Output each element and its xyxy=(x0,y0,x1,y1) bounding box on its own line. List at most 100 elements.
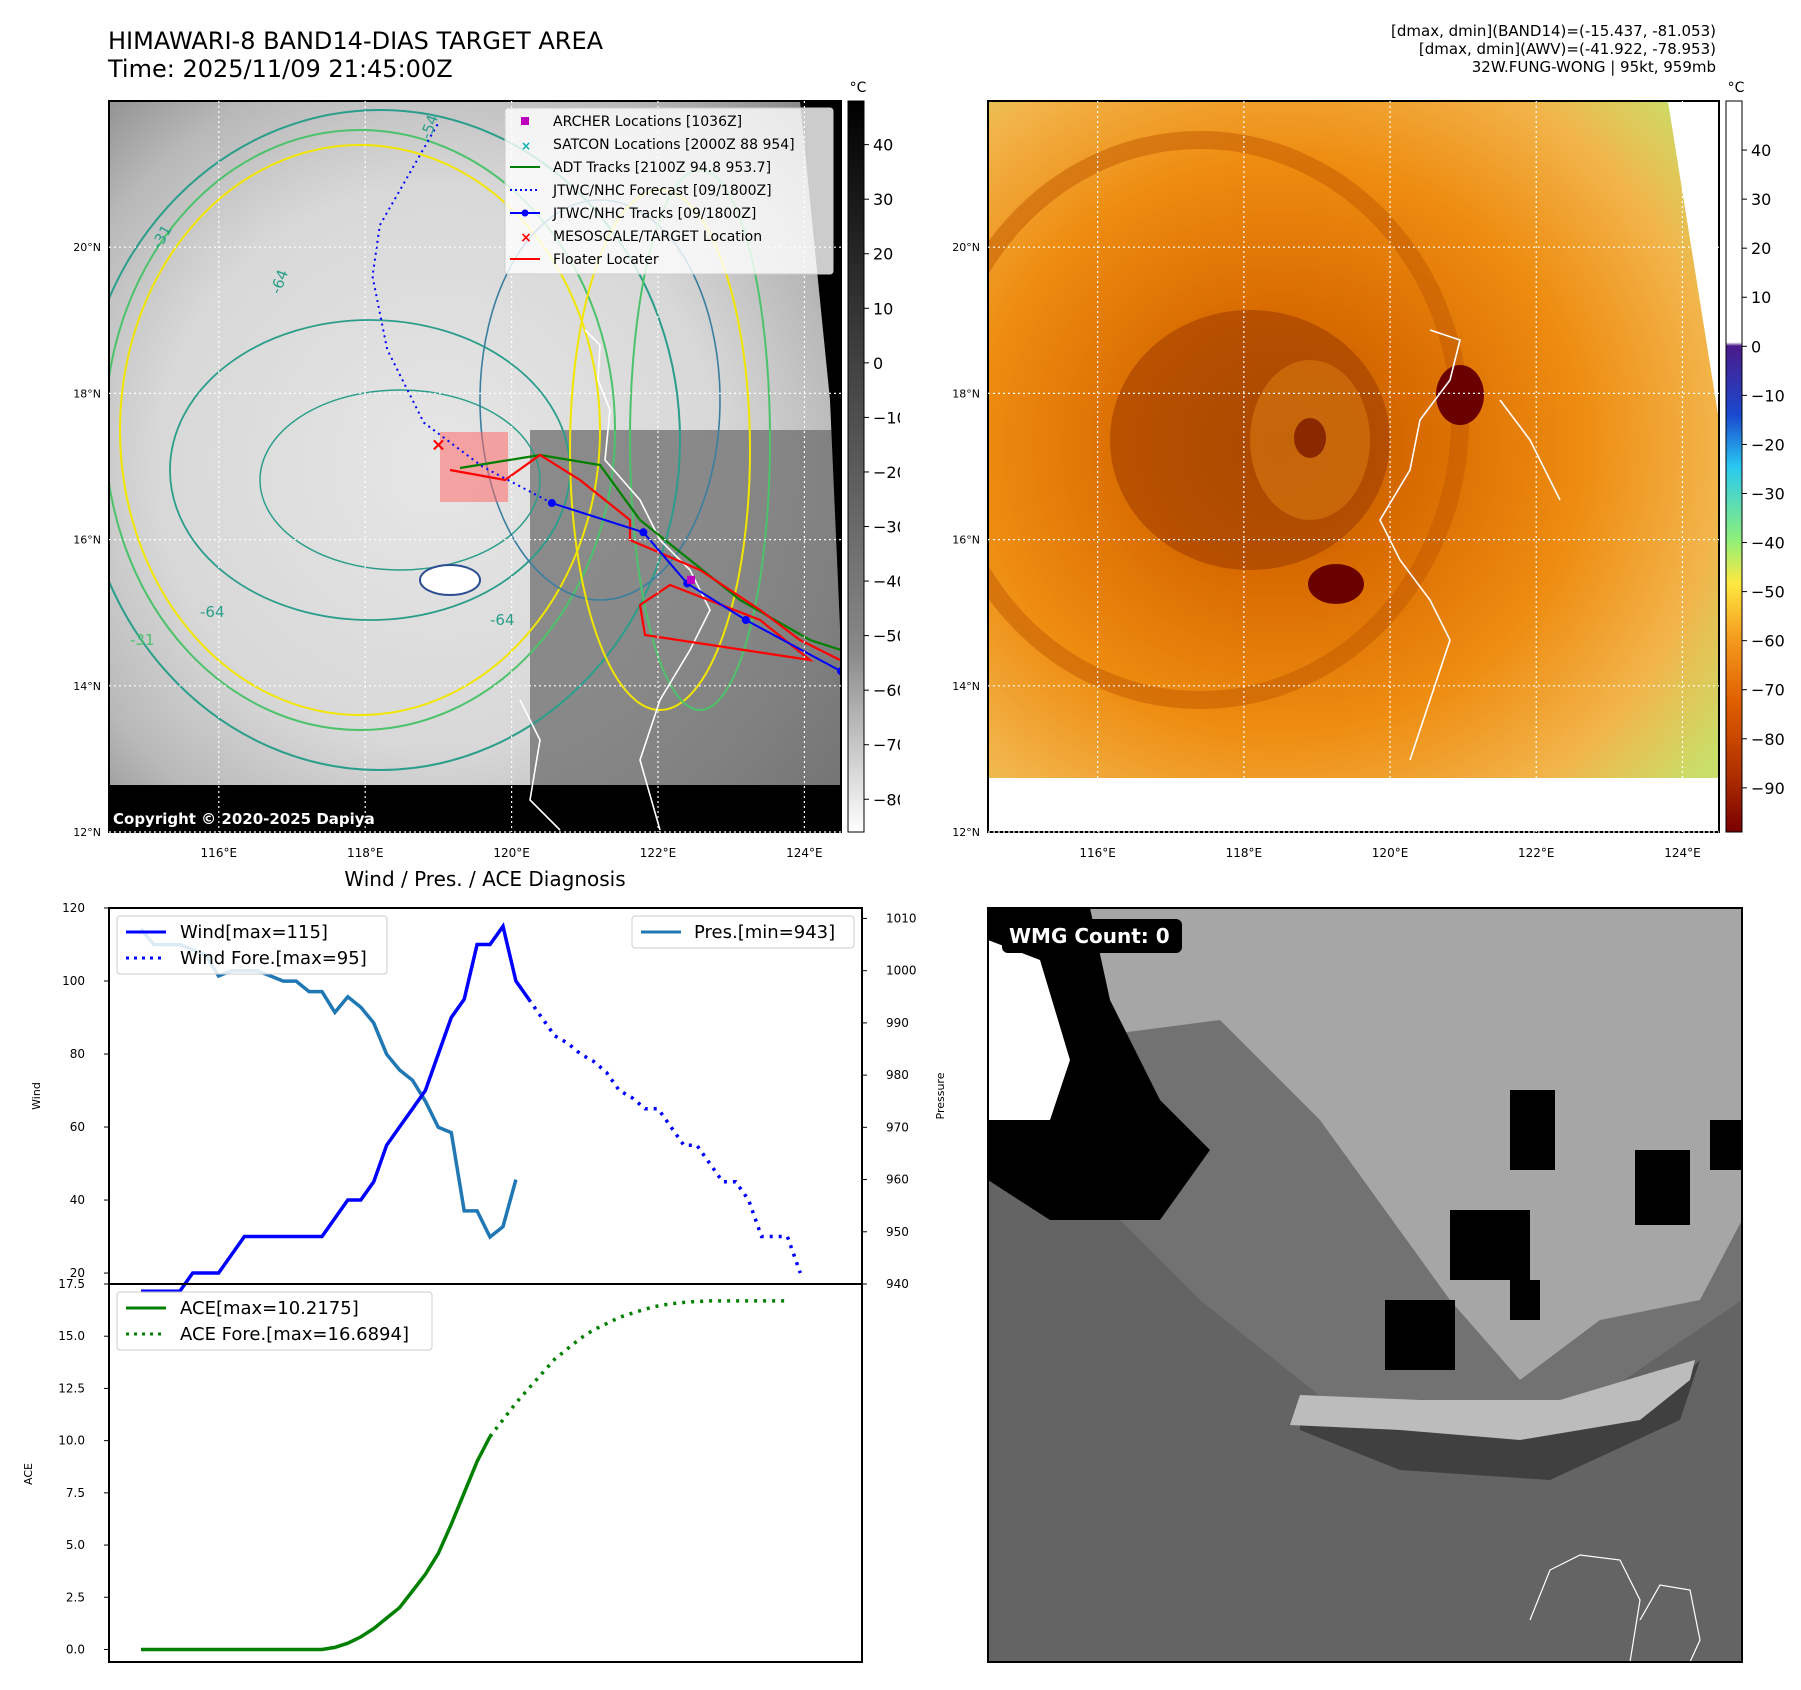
wmg-black-spot xyxy=(1510,1280,1540,1320)
colorbar-tick-label: −50 xyxy=(1751,583,1785,602)
ir-legend: × × ARCHER Locations [1036Z] SATCON Loca… xyxy=(504,107,834,275)
jtwc-forecast-line xyxy=(371,122,553,504)
awv-coastline xyxy=(1379,329,1561,761)
lat-tick-label: 20°N xyxy=(73,241,101,254)
floater-box xyxy=(440,432,508,502)
wmg-darker-region xyxy=(988,1100,1742,1662)
lon-tick-label: 124°E xyxy=(1664,846,1701,860)
lat-tick-label: 16°N xyxy=(952,534,980,547)
legend-label: Wind Fore.[max=95] xyxy=(180,948,367,969)
jtwc-track-point xyxy=(547,499,556,508)
colorbar-tick-label: −20 xyxy=(1751,435,1785,454)
legend-label: Floater Locater xyxy=(553,252,659,268)
wmg-frame xyxy=(987,907,1743,1663)
copyright-text: Copyright © 2020-2025 Dapiya xyxy=(113,810,375,828)
contour-ring xyxy=(109,129,616,731)
lat-tick-label: 14°N xyxy=(73,680,101,693)
colorbar-tick-label: −10 xyxy=(1751,386,1785,405)
jtwc-track-point xyxy=(639,528,648,537)
wmg-count-label: WMG Count: 0 xyxy=(1009,924,1170,948)
ace-ytick-label: 2.5 xyxy=(66,1590,85,1604)
lat-tick-label: 18°N xyxy=(73,387,101,400)
ace-ytick-label: 10.0 xyxy=(58,1434,85,1448)
pressure-ytick-label: 980 xyxy=(886,1068,909,1082)
pressure-ytick-label: 960 xyxy=(886,1173,909,1187)
legend-label: MESOSCALE/TARGET Location xyxy=(553,229,762,245)
contour-label: -31 xyxy=(130,631,155,649)
lat-tick-label: 12°N xyxy=(952,826,980,839)
awv-cold-spot xyxy=(1436,365,1484,425)
pressure-ytick-label: 1000 xyxy=(886,964,917,978)
diagnosis-chart: Wind / Pres. / ACE Diagnosis 20 40 60 80 100… xyxy=(22,867,947,1663)
ace-ytick-label: 15.0 xyxy=(58,1329,85,1343)
legend-label: ADT Tracks [2100Z 94.8 953.7] xyxy=(553,160,771,176)
pressure-ytick-label: 950 xyxy=(886,1225,909,1239)
ir-warm-region xyxy=(530,430,841,810)
ace-forecast-line xyxy=(488,1299,788,1438)
wmg-black-spot xyxy=(1510,1090,1555,1170)
ace-series-line xyxy=(141,1435,492,1652)
colorbar-tick-label: 10 xyxy=(1751,288,1771,307)
lon-tick-label: 116°E xyxy=(201,846,238,860)
awv-cold-spot xyxy=(1294,418,1326,458)
legend-label: ACE[max=10.2175] xyxy=(180,1298,359,1319)
colorbar-tick-label: −60 xyxy=(873,681,900,700)
colorbar-tick-label: −70 xyxy=(1751,681,1785,700)
colorbar-tick-label: −30 xyxy=(1751,484,1785,503)
awv-bottom-blank xyxy=(988,778,1719,832)
chart-title: Wind / Pres. / ACE Diagnosis xyxy=(344,867,625,891)
contour-ring xyxy=(119,144,601,716)
colorbar-tick-label: −70 xyxy=(873,736,900,755)
floater-track xyxy=(449,453,841,661)
ace-ytick-label: 7.5 xyxy=(66,1486,85,1500)
title-line-1: HIMAWARI-8 BAND14-DIAS TARGET AREA xyxy=(108,27,604,55)
lon-tick-label: 122°E xyxy=(1518,846,1555,860)
info-block: [dmax, dmin](BAND14)=(-15.437, -81.053) … xyxy=(1391,22,1716,76)
colorbar-tick-label: 0 xyxy=(1751,337,1761,356)
legend-label: JTWC/NHC Forecast [09/1800Z] xyxy=(552,183,772,199)
colorbar-tick-label: −80 xyxy=(873,790,900,809)
legend-label: ARCHER Locations [1036Z] xyxy=(553,114,742,130)
ace-panel-frame xyxy=(108,1283,863,1663)
colorbar-tick-label: −10 xyxy=(873,408,900,427)
pressure-ytick-label: 1010 xyxy=(886,911,917,925)
wind-ytick-label: 60 xyxy=(70,1120,85,1134)
colorbar-tick-label: −80 xyxy=(1751,730,1785,749)
wmg-black-spot xyxy=(1385,1300,1455,1370)
legend-dot-icon xyxy=(521,209,529,217)
wind-ytick-label: 40 xyxy=(70,1193,85,1207)
lat-tick-label: 16°N xyxy=(73,534,101,547)
ace-ytick-label: 0.0 xyxy=(66,1642,85,1656)
colorbar-tick-label: 30 xyxy=(1751,190,1771,209)
legend-x-marker-icon: × xyxy=(521,139,531,153)
title-line-2: Time: 2025/11/09 21:45:00Z xyxy=(108,55,453,83)
pressure-series-line xyxy=(139,927,518,1240)
colorbar-tick-label: −40 xyxy=(1751,534,1785,553)
ir-map-panel: × 116°E 118°E 120°E 122°E 124°E 20°N 18°N 16°N… xyxy=(73,80,900,860)
lon-tick-label: 120°E xyxy=(493,846,530,860)
lat-tick-label: 20°N xyxy=(952,241,980,254)
ace-ytick-label: 5.0 xyxy=(66,1538,85,1552)
colorbar-tick-label: 20 xyxy=(873,245,893,264)
awv-colorbar xyxy=(1725,100,1743,833)
info-line-1: [dmax, dmin](BAND14)=(-15.437, -81.053) xyxy=(1391,22,1716,40)
jtwc-track-point xyxy=(741,616,750,625)
legend-label: ACE Fore.[max=16.6894] xyxy=(180,1324,409,1345)
colorbar-tick-label: 0 xyxy=(873,354,883,373)
legend-label: JTWC/NHC Tracks [09/1800Z] xyxy=(552,206,756,222)
page-title: HIMAWARI-8 BAND14-DIAS TARGET AREA Time:… xyxy=(108,27,603,83)
wind-axis-label: Wind xyxy=(30,1082,43,1110)
ace-axis-label: ACE xyxy=(22,1463,35,1485)
pressure-axis-label: Pressure xyxy=(934,1072,947,1119)
wmg-black-spot xyxy=(1710,1120,1742,1170)
wind-ytick-label: 120 xyxy=(62,901,85,915)
lon-tick-label: 124°E xyxy=(786,846,823,860)
awv-cold-spot xyxy=(1308,564,1364,604)
wmg-white-region xyxy=(988,940,1070,1120)
colorbar-tick-label: −90 xyxy=(1751,779,1785,798)
target-marker-icon: × xyxy=(431,435,446,456)
contour-ring xyxy=(109,109,681,771)
lon-tick-label: 116°E xyxy=(1079,846,1116,860)
lat-tick-label: 18°N xyxy=(952,387,980,400)
